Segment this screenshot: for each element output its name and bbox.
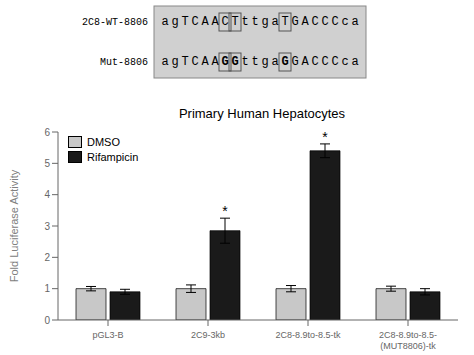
svg-text:2C8-8.9to-8.5-tk: 2C8-8.9to-8.5-tk: [275, 330, 341, 340]
svg-text:A: A: [211, 55, 219, 69]
svg-text:pGL3-B: pGL3-B: [92, 330, 123, 340]
svg-text:T: T: [181, 15, 188, 29]
svg-text:G: G: [291, 55, 298, 69]
svg-text:a: a: [271, 15, 278, 29]
svg-text:a: a: [271, 55, 278, 69]
svg-text:g: g: [261, 15, 268, 29]
html-text:DMSO: DMSO: [87, 136, 120, 148]
svg-text:t: t: [241, 15, 248, 29]
svg-text:3: 3: [44, 221, 50, 232]
svg-text:0: 0: [44, 315, 50, 326]
svg-text:*: *: [222, 203, 228, 219]
html-text:Primary Human Hepatocytes: Primary Human Hepatocytes: [178, 106, 346, 121]
svg-text:g: g: [171, 15, 178, 29]
svg-text:2C8-WT-8806: 2C8-WT-8806: [82, 17, 148, 28]
svg-text:2: 2: [44, 252, 50, 263]
svg-text:A: A: [201, 55, 209, 69]
svg-text:g: g: [261, 55, 268, 69]
svg-text:1: 1: [44, 283, 50, 294]
svg-text:C: C: [331, 15, 338, 29]
svg-text:Fold Luciferase Activity: Fold Luciferase Activity: [8, 169, 20, 282]
svg-text:g: g: [171, 55, 178, 69]
svg-text:t: t: [251, 55, 258, 69]
svg-text:C: C: [321, 15, 328, 29]
svg-text:T: T: [281, 15, 288, 29]
svg-text:*: *: [322, 129, 328, 145]
svg-text:C: C: [321, 55, 328, 69]
svg-text:a: a: [161, 15, 168, 29]
svg-text:t: t: [241, 55, 248, 69]
svg-text:T: T: [231, 15, 238, 29]
svg-text:C: C: [311, 15, 318, 29]
svg-text:G: G: [221, 55, 228, 69]
svg-text:G: G: [291, 15, 298, 29]
svg-text:C: C: [221, 15, 228, 29]
svg-text:t: t: [251, 15, 258, 29]
svg-text:2C8-8.9to-8.5-(MUT8806)-tk: 2C8-8.9to-8.5-(MUT8806)-tk: [379, 330, 437, 351]
svg-text:5: 5: [44, 158, 50, 169]
svg-text:C: C: [191, 15, 198, 29]
svg-text:G: G: [281, 55, 288, 69]
html-text:Rifampicin: Rifampicin: [87, 151, 139, 163]
svg-text:C: C: [331, 55, 338, 69]
svg-text:a: a: [161, 55, 168, 69]
svg-text:c: c: [341, 55, 348, 69]
svg-text:6: 6: [44, 127, 50, 138]
svg-text:A: A: [301, 55, 309, 69]
svg-text:A: A: [301, 15, 309, 29]
svg-text:a: a: [351, 55, 358, 69]
svg-text:C: C: [191, 55, 198, 69]
svg-text:a: a: [351, 15, 358, 29]
svg-text:Mut-8806: Mut-8806: [100, 57, 148, 68]
svg-text:c: c: [341, 15, 348, 29]
svg-text:A: A: [211, 15, 219, 29]
svg-text:4: 4: [44, 189, 50, 200]
svg-text:T: T: [181, 55, 188, 69]
svg-text:2C9-3kb: 2C9-3kb: [191, 330, 225, 340]
svg-text:C: C: [311, 55, 318, 69]
svg-text:A: A: [201, 15, 209, 29]
svg-text:G: G: [231, 55, 238, 69]
